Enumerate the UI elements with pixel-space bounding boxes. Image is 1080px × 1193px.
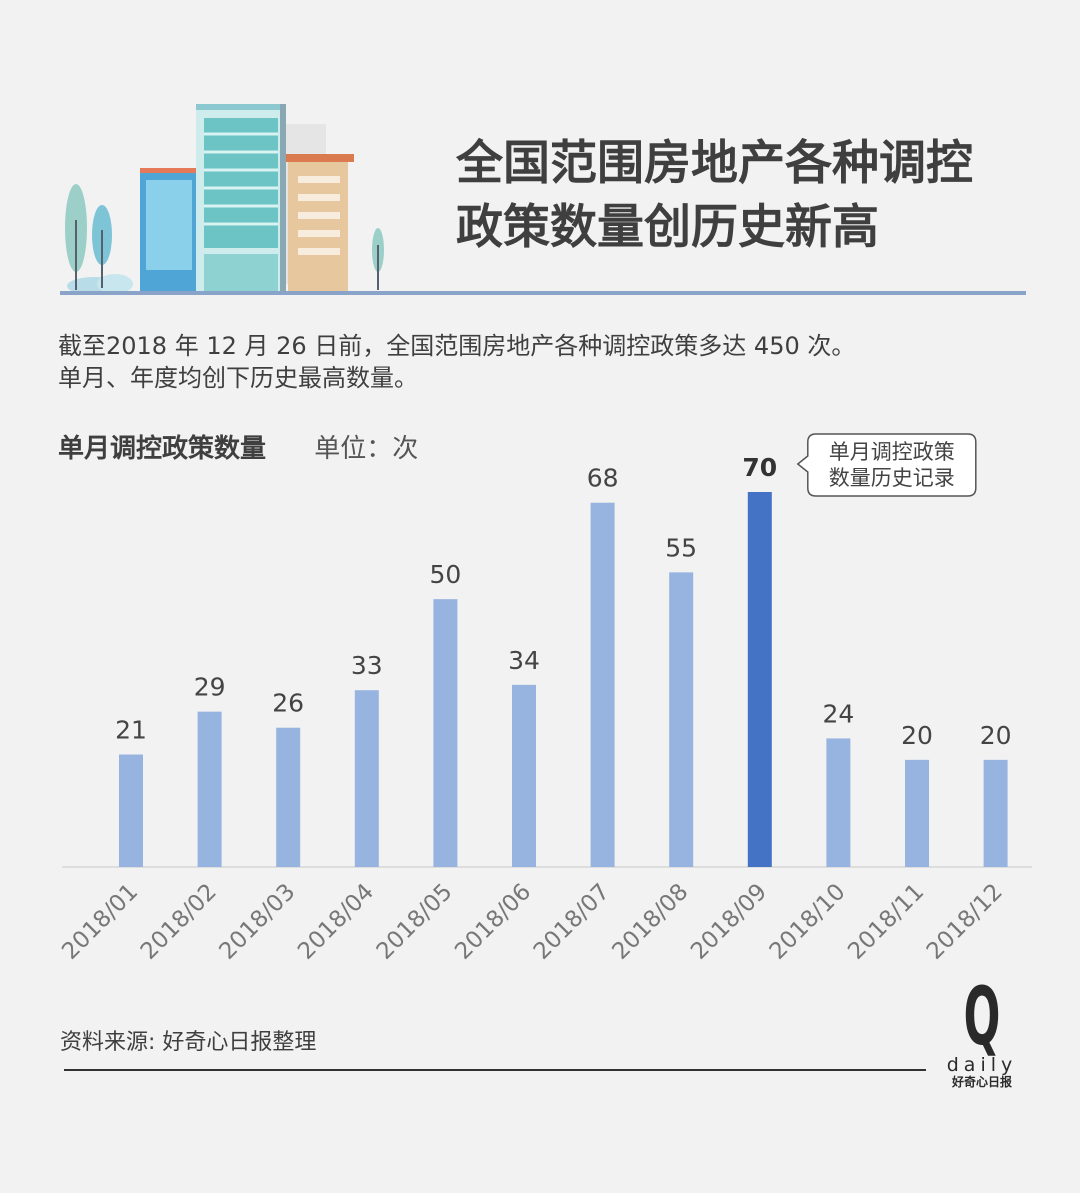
title-line-1: 全国范围房地产各种调控 <box>456 136 973 191</box>
intro-line-2: 单月、年度均创下历史最高数量。 <box>58 364 418 392</box>
source-note: 资料来源: 好奇心日报整理 <box>60 1030 317 1055</box>
data-label-2018/11: 20 <box>901 721 933 750</box>
data-label-2018/10: 24 <box>822 699 854 728</box>
tick-label-2018/10: 2018/10 <box>765 879 851 965</box>
bar-2018/08 <box>669 572 694 867</box>
data-label-2018/01: 21 <box>115 716 147 745</box>
chart-header: 单月调控政策数量 单位：次 <box>58 432 418 466</box>
tick-label-2018/12: 2018/12 <box>922 879 1008 965</box>
bar-2018/02 <box>197 711 222 867</box>
data-label-2018/06: 34 <box>508 646 540 675</box>
bar-2018/11 <box>905 759 929 867</box>
city-buildings-illustration <box>65 104 384 295</box>
data-label-2018/08: 55 <box>665 533 697 562</box>
tick-label-2018/02: 2018/02 <box>136 879 222 965</box>
bar-2018/09 <box>747 492 772 867</box>
page-title: 全国范围房地产各种调控 政策数量创历史新高 <box>456 132 1056 260</box>
data-label-2018/12: 20 <box>980 721 1012 750</box>
bar-2018/04 <box>354 690 379 867</box>
data-label-2018/09: 70 <box>742 453 777 482</box>
bar-2018/01 <box>119 754 143 867</box>
tick-label-2018/07: 2018/07 <box>529 879 615 965</box>
bar-2018/10 <box>826 738 851 867</box>
bar-2018/03 <box>276 727 301 867</box>
tree-trunk <box>75 220 77 290</box>
data-label-2018/03: 26 <box>272 689 304 718</box>
source-divider <box>64 1069 926 1071</box>
tick-label-2018/04: 2018/04 <box>293 879 379 965</box>
bar-2018/05 <box>433 599 458 867</box>
tick-label-2018/09: 2018/09 <box>686 879 772 965</box>
tick-label-2018/06: 2018/06 <box>450 879 536 965</box>
data-label-2018/07: 68 <box>587 464 619 493</box>
logo-mark: Q <box>963 970 1001 1063</box>
qdaily-logo: Q daily 好奇心日报 <box>942 970 1022 1090</box>
intro-line-1: 截至2018 年 12 月 26 日前，全国范围房地产各种调控政策多达 450 … <box>58 332 856 360</box>
data-label-2018/04: 33 <box>351 651 383 680</box>
tick-label-2018/08: 2018/08 <box>607 879 693 965</box>
intro-text: 截至2018 年 12 月 26 日前，全国范围房地产各种调控政策多达 450 … <box>58 330 1038 394</box>
record-callout-line-2: 数量历史记录 <box>829 466 955 490</box>
title-line-2: 政策数量创历史新高 <box>456 200 879 255</box>
bar-2018/07 <box>590 502 615 867</box>
tick-label-2018/01: 2018/01 <box>57 879 143 965</box>
record-callout-line-1: 单月调控政策 <box>829 440 955 464</box>
unit-label: 单位：次 <box>314 434 419 464</box>
data-label-2018/02: 29 <box>194 673 226 702</box>
data-label-2018/05: 50 <box>429 560 461 589</box>
tick-label-2018/03: 2018/03 <box>214 879 300 965</box>
bush-shape <box>97 274 133 294</box>
chart-title: 单月调控政策数量 <box>58 434 267 464</box>
logo-cn: 好奇心日报 <box>951 1075 1012 1089</box>
tick-label-2018/05: 2018/05 <box>372 879 458 965</box>
logo-word: daily <box>946 1054 1018 1076</box>
record-callout-box <box>796 433 977 497</box>
tick-label-2018/11: 2018/11 <box>843 879 929 965</box>
tree-trunk <box>101 230 103 288</box>
bar-2018/12 <box>983 759 1008 867</box>
bar-2018/06 <box>512 684 536 867</box>
title-divider <box>60 291 1026 295</box>
